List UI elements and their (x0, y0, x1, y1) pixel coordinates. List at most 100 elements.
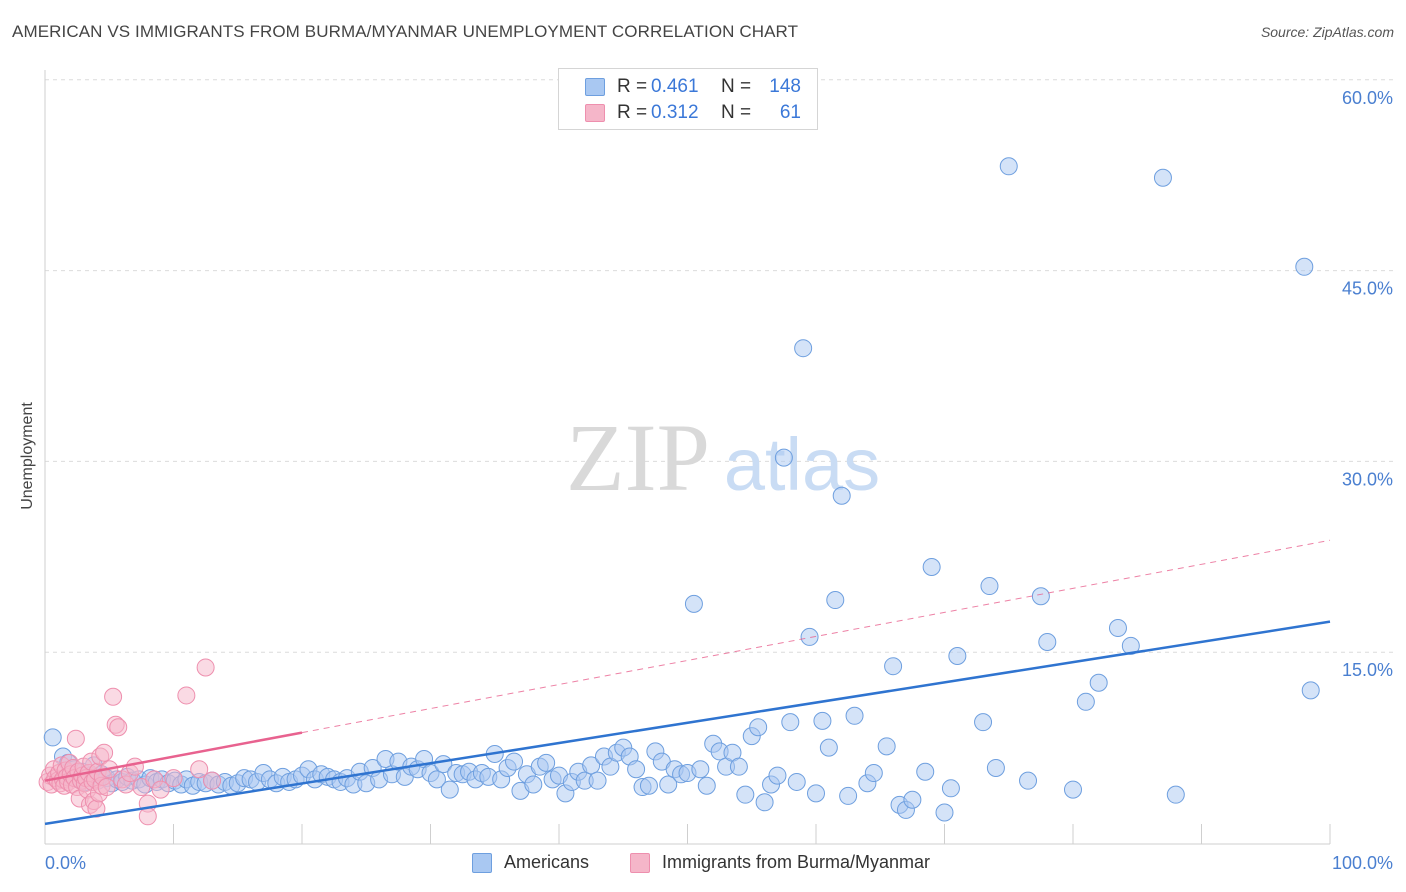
americans-point (1121, 636, 1140, 655)
americans-point (1064, 780, 1082, 799)
americans-point (935, 803, 954, 822)
americans-point (524, 775, 543, 794)
americans-point (729, 757, 748, 776)
americans-point (1166, 785, 1185, 804)
legend-row-americans: R = 0.461 N = 148 (585, 75, 801, 99)
immigrants-point (164, 769, 183, 788)
americans-point (903, 790, 922, 809)
americans-point (697, 776, 716, 795)
americans-trend-line (44, 620, 1331, 826)
americans-point (691, 760, 710, 779)
x-tick-label-min: 0.0% (45, 853, 86, 873)
americans-point (43, 728, 62, 747)
r-value: 0.461 (651, 76, 699, 97)
immigrants-trend-line-solid (44, 731, 303, 782)
immigrants-swatch (585, 104, 605, 122)
americans-point (986, 758, 1005, 777)
stats-legend: R = 0.461 N = 148 R = 0.312 N = 61 (558, 68, 818, 130)
americans-point (440, 780, 459, 799)
americans-point (1295, 257, 1314, 276)
americans-points (43, 157, 1320, 822)
americans-point (736, 785, 755, 804)
chart-title: AMERICAN VS IMMIGRANTS FROM BURMA/MYANMA… (12, 22, 799, 41)
watermark-zip: ZIP (566, 404, 710, 511)
americans-point (999, 157, 1018, 176)
americans-point (941, 779, 960, 798)
legend-item-americans[interactable]: Americans (472, 852, 589, 873)
americans-point (537, 753, 556, 772)
tick-labels: 15.0% 30.0% 45.0% 60.0% 0.0% 100.0% (45, 88, 1393, 873)
americans-point (1076, 692, 1095, 711)
americans-point (884, 657, 903, 676)
americans-point (826, 591, 845, 610)
n-label: N = (721, 76, 752, 97)
immigrants-trend-line-dashed (301, 539, 1331, 734)
legend-row-immigrants: R = 0.312 N = 61 (585, 101, 801, 125)
immigrants-points (38, 658, 222, 826)
americans-legend-label: Americans (504, 852, 590, 872)
n-label: N = (721, 102, 752, 123)
americans-point (582, 756, 601, 775)
americans-point (813, 711, 832, 730)
immigrants-point (138, 807, 157, 826)
immigrants-point (97, 778, 116, 797)
americans-point (1038, 633, 1057, 652)
americans-point (627, 760, 646, 779)
americans-point (768, 766, 787, 785)
americans-point (1019, 771, 1038, 790)
watermark-atlas: atlas (724, 423, 880, 506)
y-tick-label: 45.0% (1342, 279, 1393, 299)
americans-swatch (585, 78, 605, 96)
americans-point (1108, 619, 1127, 638)
americans-point (807, 784, 825, 803)
immigrants-point (66, 729, 85, 748)
americans-point (755, 793, 774, 812)
immigrants-point (125, 757, 144, 776)
immigrants-point (109, 718, 128, 737)
y-tick-label: 60.0% (1342, 88, 1393, 108)
americans-point (980, 577, 999, 596)
immigrants-legend-swatch (630, 852, 650, 873)
y-tick-label: 15.0% (1342, 660, 1393, 680)
americans-point (839, 786, 858, 805)
americans-point (1089, 673, 1108, 692)
americans-point (774, 448, 793, 467)
americans-point (845, 706, 864, 725)
americans-point (1301, 681, 1320, 700)
n-value: 61 (779, 102, 801, 123)
americans-point (639, 776, 658, 795)
immigrants-point (177, 686, 196, 705)
americans-point (832, 486, 851, 505)
immigrants-point (151, 780, 170, 799)
americans-point (1153, 168, 1172, 187)
n-value: 148 (769, 76, 801, 97)
immigrants-point (203, 771, 222, 790)
americans-point (1031, 587, 1050, 606)
r-label: R = (617, 102, 648, 123)
americans-point (427, 770, 446, 789)
americans-point (800, 627, 819, 646)
immigrants-point (104, 687, 123, 706)
americans-point (877, 737, 896, 756)
americans-point (819, 738, 838, 757)
immigrants-legend-label: Immigrants from Burma/Myanmar (662, 852, 931, 872)
legend-item-immigrants[interactable]: Immigrants from Burma/Myanmar (630, 852, 930, 873)
americans-point (948, 647, 967, 666)
americans-point (749, 718, 768, 737)
r-value: 0.312 (651, 102, 699, 123)
americans-point (974, 713, 993, 732)
axes (44, 70, 1331, 845)
americans-point (781, 713, 800, 732)
americans-point (505, 752, 524, 771)
americans-point (787, 772, 806, 791)
x-tick-label-max: 100.0% (1332, 853, 1393, 873)
immigrants-point (95, 743, 114, 762)
r-label: R = (617, 76, 648, 97)
americans-point (922, 557, 941, 576)
immigrants-point (196, 658, 215, 677)
source-label: Source: ZipAtlas.com (1260, 24, 1394, 40)
americans-legend-swatch (472, 852, 492, 873)
americans-point (588, 771, 607, 790)
immigrants-point (190, 760, 209, 779)
